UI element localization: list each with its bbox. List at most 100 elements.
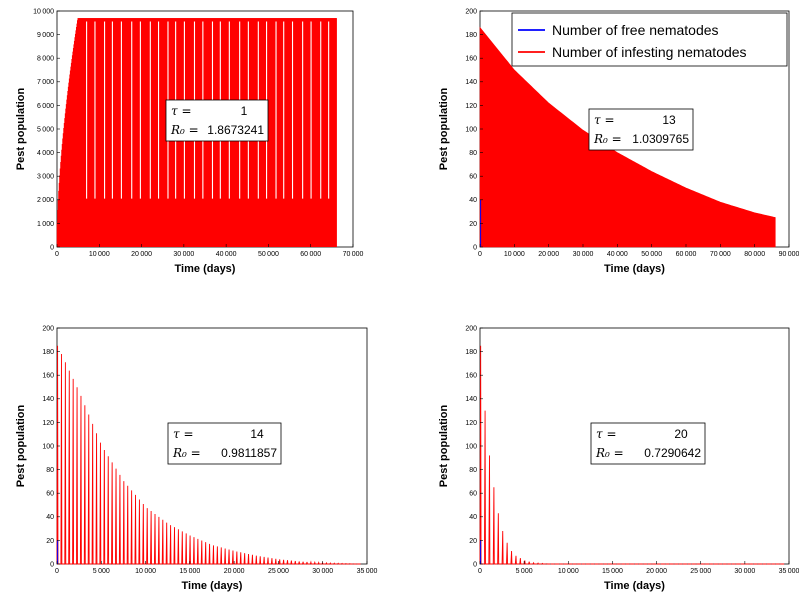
parameter-box-frame — [590, 422, 706, 465]
x-tick-label: 0 — [55, 251, 59, 258]
series-fill — [479, 26, 776, 248]
x-tick-label: 10 000 — [504, 251, 525, 258]
r0-symbol: R₀ = — [172, 446, 201, 460]
y-tick-label: 140 — [465, 79, 477, 86]
y-tick-label: 120 — [465, 103, 477, 110]
x-tick-label: 30 000 — [312, 568, 333, 575]
y-tick-label: 6 000 — [37, 103, 54, 110]
y-tick-label: 9 000 — [37, 32, 54, 39]
y-tick-label: 120 — [42, 420, 54, 427]
y-tick-label: 200 — [465, 325, 477, 332]
legend-label: Number of infesting nematodes — [552, 44, 747, 60]
y-tick-label: 10 000 — [33, 8, 54, 15]
tau-symbol: τ = — [596, 427, 617, 441]
x-tick-label: 35 000 — [779, 568, 799, 575]
y-tick-label: 60 — [469, 491, 477, 498]
y-tick-label: 200 — [465, 8, 477, 15]
y-axis-label: Pest population — [438, 87, 450, 170]
series-infesting-nematodes — [56, 345, 361, 565]
parameter-box-frame — [588, 108, 694, 151]
x-tick-label: 70 000 — [710, 251, 731, 258]
y-tick-label: 200 — [42, 325, 54, 332]
x-tick-label: 5 000 — [93, 568, 110, 575]
x-tick-label: 10 000 — [558, 568, 579, 575]
chart-panel-1: 0 10 000 20 000 30 000 40 000 50 000 60 000 70 … — [15, 8, 364, 275]
x-tick-label: 20 000 — [646, 568, 667, 575]
y-tick-label: 2 000 — [37, 197, 54, 204]
y-tick-label: 40 — [469, 514, 477, 521]
parameter-box: τ = 1 R₀ = 1.8673241 — [165, 99, 269, 142]
axes: 0 10 000 20 000 30 000 40 000 50 000 60 000 70 … — [438, 8, 799, 275]
y-tick-label: 4 000 — [37, 150, 54, 157]
y-tick-label: 60 — [469, 174, 477, 181]
y-tick-label: 0 — [473, 244, 477, 251]
y-tick-label: 0 — [50, 244, 54, 251]
x-axis-label: Time (days) — [182, 580, 243, 592]
y-tick-label: 100 — [42, 443, 54, 450]
x-tick-label: 20 000 — [131, 251, 152, 258]
r0-value: 0.9811857 — [221, 446, 277, 460]
tau-value: 20 — [674, 427, 688, 441]
parameter-box-frame — [167, 422, 282, 465]
y-tick-label: 180 — [465, 349, 477, 356]
parameter-box: τ = 14 R₀ = 0.9811857 — [167, 422, 282, 465]
legend: Number of free nematodes Number of infest… — [511, 12, 788, 67]
tau-value: 14 — [250, 427, 264, 441]
series-line — [479, 345, 785, 565]
x-tick-label: 0 — [55, 568, 59, 575]
x-tick-label: 50 000 — [641, 251, 662, 258]
r0-value: 1.0309765 — [632, 132, 689, 146]
y-tick-label: 1 000 — [37, 221, 54, 228]
r0-value: 1.8673241 — [207, 123, 264, 137]
y-tick-label: 5 000 — [37, 126, 54, 133]
y-tick-label: 0 — [473, 561, 477, 568]
axes: 0 5 000 10 000 15 000 20 000 25 000 30 000 35 0… — [438, 325, 799, 592]
x-tick-label: 60 000 — [676, 251, 697, 258]
x-tick-label: 80 000 — [744, 251, 765, 258]
chart-panel-4: 0 5 000 10 000 15 000 20 000 25 000 30 000 35 0… — [438, 325, 799, 592]
tau-symbol: τ = — [173, 427, 194, 441]
x-tick-label: 30 000 — [573, 251, 594, 258]
x-tick-label: 35 000 — [357, 568, 378, 575]
y-tick-label: 8 000 — [37, 56, 54, 63]
tau-value: 1 — [241, 104, 248, 118]
series-line — [56, 345, 361, 565]
x-tick-label: 50 000 — [258, 251, 279, 258]
x-tick-label: 15 000 — [602, 568, 623, 575]
x-tick-label: 15 000 — [179, 568, 200, 575]
y-tick-label: 0 — [50, 561, 54, 568]
x-tick-label: 40 000 — [607, 251, 628, 258]
y-tick-label: 160 — [465, 373, 477, 380]
x-tick-label: 90 000 — [779, 251, 799, 258]
y-tick-label: 80 — [469, 150, 477, 157]
y-tick-label: 180 — [465, 32, 477, 39]
x-tick-label: 5 000 — [516, 568, 533, 575]
x-tick-label: 0 — [478, 251, 482, 258]
x-tick-label: 20 000 — [538, 251, 559, 258]
y-tick-label: 160 — [465, 56, 477, 63]
chart-panel-3: 0 5 000 10 000 15 000 20 000 25 000 30 000 35 0… — [15, 325, 378, 592]
y-tick-label: 40 — [469, 197, 477, 204]
x-tick-label: 70 000 — [343, 251, 364, 258]
tau-value: 13 — [662, 113, 676, 127]
x-axis-label: Time (days) — [604, 263, 665, 275]
series-infesting-nematodes — [479, 345, 785, 565]
y-tick-label: 20 — [46, 538, 54, 545]
y-tick-label: 100 — [465, 443, 477, 450]
x-axis-label: Time (days) — [175, 263, 236, 275]
y-tick-label: 80 — [469, 467, 477, 474]
y-tick-label: 20 — [469, 538, 477, 545]
tau-symbol: τ = — [171, 104, 192, 118]
parameter-box-frame — [165, 99, 269, 142]
r0-value: 0.7290642 — [644, 446, 701, 460]
x-tick-label: 0 — [478, 568, 482, 575]
x-tick-label: 60 000 — [300, 251, 321, 258]
y-tick-label: 140 — [465, 396, 477, 403]
y-tick-label: 180 — [42, 349, 54, 356]
y-tick-label: 80 — [46, 467, 54, 474]
x-tick-label: 30 000 — [173, 251, 194, 258]
axes: 0 5 000 10 000 15 000 20 000 25 000 30 000 35 0… — [15, 325, 378, 592]
y-tick-label: 140 — [42, 396, 54, 403]
x-tick-label: 20 000 — [224, 568, 245, 575]
